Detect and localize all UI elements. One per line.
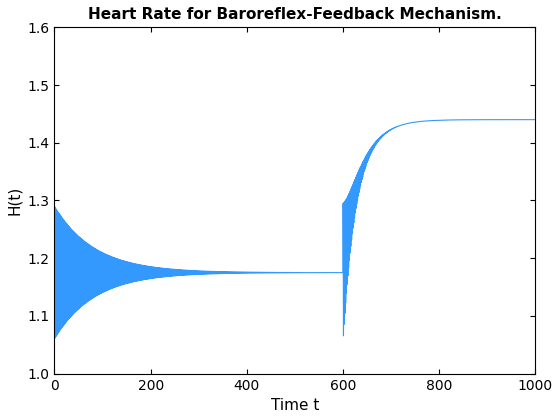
Title: Heart Rate for Baroreflex-Feedback Mechanism.: Heart Rate for Baroreflex-Feedback Mecha… <box>88 7 502 22</box>
Y-axis label: H(t): H(t) <box>7 186 22 215</box>
X-axis label: Time t: Time t <box>271 398 319 413</box>
